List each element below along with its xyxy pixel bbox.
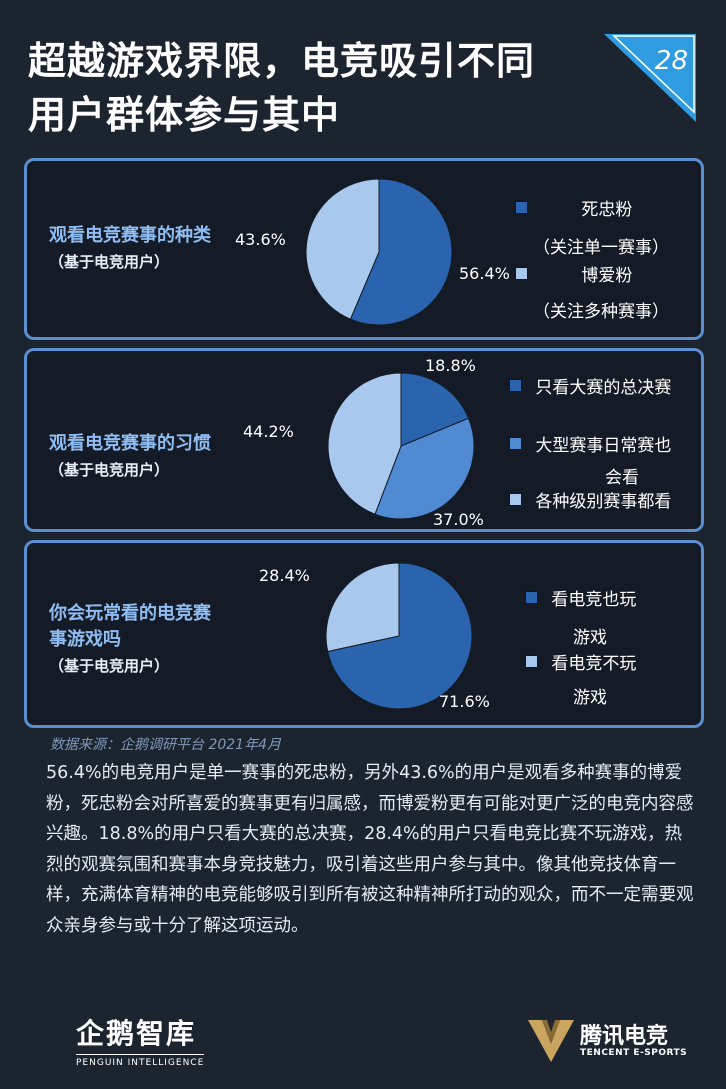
legend-item: 各种级别赛事都看 bbox=[509, 487, 671, 512]
pie-slice-2-2 bbox=[327, 372, 402, 515]
legend-item: 死忠粉 bbox=[515, 195, 632, 220]
legend-swatch bbox=[509, 493, 522, 506]
pie-slice-1-1 bbox=[305, 178, 380, 320]
body-paragraph: 56.4%的电竞用户是单一赛事的死忠粉，另外43.6%的用户是观看多种赛事的博爱… bbox=[46, 763, 694, 936]
legend-label: 大型赛事日常赛也 bbox=[535, 436, 672, 456]
page-title: 超越游戏界限，电竞吸引不同 用户群体参与其中 bbox=[28, 34, 628, 142]
title-line-1: 超越游戏界限，电竞吸引不同 bbox=[28, 39, 536, 83]
pie-2-label-2: 44.2% bbox=[243, 422, 294, 441]
pie-1-label-1: 43.6% bbox=[235, 230, 286, 249]
legend-label: 只看大赛的总决赛 bbox=[535, 378, 672, 398]
chart-1-title-block: 观看电竞赛事的种类 （基于电竞用户） bbox=[49, 223, 211, 275]
logo-right-en: TENCENT E-SPORTS bbox=[580, 1048, 688, 1058]
legend-item: 看电竞也玩 bbox=[525, 585, 636, 610]
legend-item: 只看大赛的总决赛 bbox=[509, 373, 671, 398]
pie-chart-3: 71.6% 28.4% bbox=[259, 562, 490, 711]
legend-label-cont: 游戏 bbox=[573, 628, 607, 648]
pie-slice-3-0 bbox=[327, 562, 473, 710]
pie-2-label-0: 18.8% bbox=[425, 356, 476, 375]
pie-chart-2: 18.8% 37.0% 44.2% bbox=[243, 356, 484, 529]
legend-item: 大型赛事日常赛也 bbox=[509, 431, 671, 456]
corner-triangle-icon bbox=[604, 34, 696, 122]
legend-swatch bbox=[509, 437, 522, 450]
legend-label: 各种级别赛事都看 bbox=[535, 492, 672, 512]
esports-v-icon bbox=[528, 1020, 574, 1062]
chart-panel-3: 71.6% 28.4% 你会玩常看的电竞赛 事游戏吗 （基于电竞用户） 看电竞也… bbox=[24, 540, 704, 728]
chart-panel-1: 56.4% 43.6% 观看电竞赛事的种类 （基于电竞用户） 死忠粉 （关注单一… bbox=[24, 158, 704, 340]
legend-swatch bbox=[525, 655, 538, 668]
chart-2-title: 观看电竞赛事的习惯 bbox=[49, 433, 211, 454]
legend-label: 看电竞也玩 bbox=[551, 590, 637, 610]
pie-2-label-1: 37.0% bbox=[433, 510, 484, 529]
legend-swatch bbox=[515, 267, 528, 280]
pie-1-label-0: 56.4% bbox=[459, 264, 510, 283]
chart-1-subtitle: （基于电竞用户） bbox=[49, 253, 170, 271]
logo-left-en: PENGUIN INTELLIGENCE bbox=[76, 1054, 205, 1068]
chart-3-subtitle: （基于电竞用户） bbox=[49, 657, 170, 675]
chart-2-title-block: 观看电竞赛事的习惯 （基于电竞用户） bbox=[49, 431, 211, 483]
chart-3-title-block: 你会玩常看的电竞赛 事游戏吗 （基于电竞用户） bbox=[49, 601, 211, 679]
legend-note: （关注单一赛事） bbox=[533, 238, 669, 258]
legend-label: 博爱粉 bbox=[581, 266, 633, 286]
legend-label: 死忠粉 bbox=[581, 200, 633, 220]
pie-slice-2-0 bbox=[400, 372, 470, 447]
pie-3-label-0: 71.6% bbox=[439, 692, 490, 711]
pie-chart-1: 56.4% 43.6% bbox=[235, 178, 510, 326]
legend-item: 博爱粉 bbox=[515, 261, 632, 286]
title-line-2: 用户群体参与其中 bbox=[28, 93, 341, 137]
chart-3-title-line-1: 你会玩常看的电竞赛 bbox=[49, 603, 211, 624]
legend-item: 看电竞不玩 bbox=[525, 649, 636, 674]
logo-right-cn: 腾讯电竞 bbox=[580, 1024, 669, 1049]
legend-swatch bbox=[515, 201, 528, 214]
chart-1-title: 观看电竞赛事的种类 bbox=[49, 225, 211, 246]
legend-note: （关注多种赛事） bbox=[533, 302, 669, 322]
legend-label-cont: 游戏 bbox=[573, 688, 607, 708]
pie-slice-2-1 bbox=[374, 417, 475, 520]
chart-panel-2: 18.8% 37.0% 44.2% 观看电竞赛事的习惯 （基于电竞用户） 只看大… bbox=[24, 348, 704, 532]
pie-3-label-1: 28.4% bbox=[259, 566, 310, 585]
penguin-intelligence-logo: 企鹅智库 PENGUIN INTELLIGENCE bbox=[76, 1012, 205, 1068]
chart-2-subtitle: （基于电竞用户） bbox=[49, 461, 170, 479]
legend-swatch bbox=[525, 591, 538, 604]
legend-swatch bbox=[509, 379, 522, 392]
page-number-badge: 28 bbox=[604, 34, 696, 122]
legend-label-cont: 会看 bbox=[605, 468, 639, 488]
legend-label: 看电竞不玩 bbox=[551, 654, 637, 674]
page-number: 28 bbox=[654, 46, 688, 76]
pie-slice-3-1 bbox=[325, 562, 400, 653]
data-source: 数据来源：企鹅调研平台 2021年4月 bbox=[50, 737, 281, 753]
logo-left-cn: 企鹅智库 bbox=[76, 1017, 197, 1050]
pie-slice-1-0 bbox=[349, 178, 453, 326]
chart-3-title-line-2: 事游戏吗 bbox=[49, 629, 121, 650]
